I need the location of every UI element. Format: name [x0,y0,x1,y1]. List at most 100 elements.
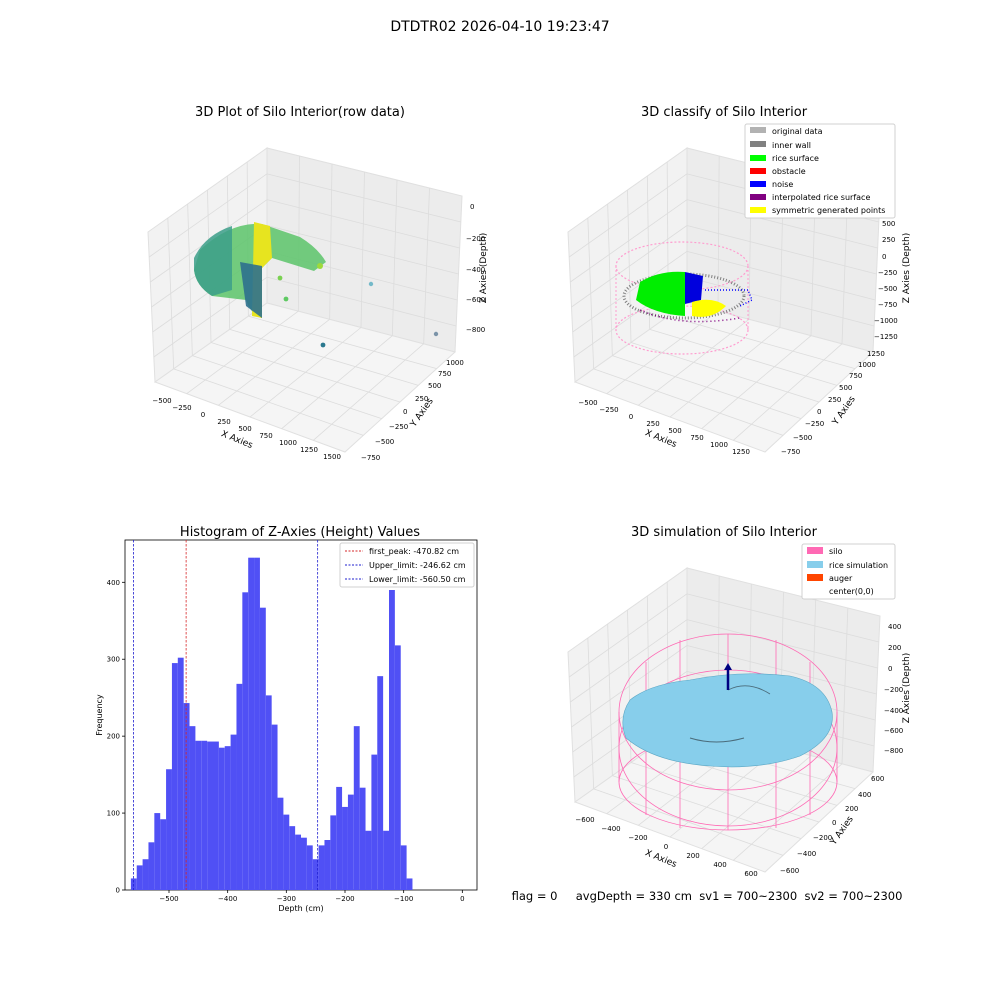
simulation3d-y-tick: −200 [813,834,832,842]
histogram-bar [254,557,260,890]
grid-line [686,276,875,327]
histogram-y-tick-label: 300 [107,656,120,664]
classify3d-z-tick: 500 [882,220,895,228]
classify3d-y-tick: −500 [793,434,812,442]
histogram-bar [160,819,167,890]
legend-swatch [750,168,766,174]
raw3d-z-tick: 0 [470,203,474,211]
classify3d-x-tick: 250 [646,420,659,428]
histogram-bar [342,806,348,890]
simulation3d-z-tick: 0 [888,665,892,673]
raw3d-x-tick: −250 [172,404,191,412]
simulation3d-x-tick: 600 [744,870,757,878]
raw3d-y-tick: −250 [389,423,408,431]
legend-swatch [750,155,766,161]
histogram-y-tick-label: 200 [107,733,120,741]
histogram-bar [248,557,255,890]
simulation3d-z-tick: 400 [888,623,901,631]
simulation3d-auger [724,663,732,690]
histogram-bar [242,592,249,890]
classify3d-y-tick: 1000 [858,361,876,369]
histogram-bar [136,865,143,890]
classify3d-x-tick: 500 [668,427,681,435]
histogram-bar [148,842,155,890]
legend-label: first_peak: -470.82 cm [369,547,459,556]
histogram-bar [383,830,389,890]
histogram-bar [201,740,208,890]
classify3d-x-tick: 1000 [710,441,728,449]
raw3d-y-tick: 250 [415,395,428,403]
classify3d-legend: original data inner wall rice surface ob… [744,123,896,219]
grid-line [266,276,457,327]
histogram-bar [371,754,378,890]
histogram-bar [236,683,243,890]
legend-label: obstacle [772,167,806,176]
histogram-bar [154,813,161,890]
histogram-x-tick-label: −200 [335,895,354,903]
legend-swatch [750,181,766,187]
histogram-bar [213,741,219,890]
histogram-bar [400,845,407,890]
histogram-bar [171,663,178,890]
histogram-bar [283,814,290,890]
simulation3d-y-tick: 200 [845,805,858,813]
histogram-bar [218,747,225,890]
histogram-bar [295,834,301,890]
classify3d-zlabel: Z Axies (Depth) [902,233,912,304]
simulation3d-z-tick: −800 [884,747,903,755]
raw3d-x-ticks: −500 −250 0 250 500 750 1000 1250 1500 [152,397,341,461]
legend-swatch [807,561,823,568]
simulation3d-x-tick: 200 [686,852,699,860]
histogram-bar [330,815,337,890]
legend-swatch [750,141,766,147]
legend-label: original data [772,127,823,136]
simulation3d-y-tick: 600 [871,775,884,783]
classify3d-x-tick: −500 [578,399,597,407]
simulation3d-title: 3D simulation of Silo Interior [631,525,818,540]
histogram-y-tick-label: 0 [116,887,120,895]
histogram-ylabel: Frequency [95,694,104,736]
histogram-bar [353,726,360,890]
classify3d-z-tick: 250 [882,236,895,244]
histogram-y-tick-label: 100 [107,810,120,818]
histogram-bar [312,859,319,890]
raw3d-y-tick: 0 [403,408,407,416]
simulation3d-y-ticks: −600 −400 −200 0 200 400 600 [780,775,884,875]
simulation3d-x-tick: 0 [664,843,668,851]
histogram-bar [336,786,343,890]
legend-swatch [750,127,766,133]
raw3d-x-tick: 750 [259,432,272,440]
figure-suptitle: DTDTR02 2026-04-10 19:23:47 [390,19,609,35]
histogram-xlabel: Depth (cm) [278,904,323,913]
histogram-bar [406,878,413,890]
histogram-y-ticks: 0 100 200 300 400 [107,579,125,895]
classify3d-z-tick: −250 [878,269,897,277]
legend-label: noise [772,180,793,189]
histogram-bar [359,787,366,890]
simulation3d-legend: silo rice simulation auger center(0,0) [801,543,896,600]
raw3d-x-tick: 1000 [279,439,297,447]
raw3d-z-tick: −800 [466,326,485,334]
histogram-bar [347,794,354,890]
raw3d-x-tick: −500 [152,397,171,405]
legend-label: Lower_limit: -560.50 cm [369,575,466,584]
legend-label: Upper_limit: -246.62 cm [369,561,466,570]
histogram-bar [230,734,237,890]
raw3d-z-tick: −400 [466,266,485,274]
panel-classify-3d: 3D classify of Silo Interior original da… [567,105,912,456]
raw3d-z-ticks: 0 −200 −400 −600 −800 [466,203,485,334]
raw3d-y-tick: 1000 [446,359,464,367]
raw3d-z-tick: −200 [466,235,485,243]
histogram-legend: first_peak: -470.82 cm Upper_limit: -246… [339,542,475,588]
histogram-x-tick-label: 0 [460,895,464,903]
classify3d-title: 3D classify of Silo Interior [641,105,808,120]
histogram-x-tick-label: −400 [218,895,237,903]
raw3d-x-tick: 1500 [323,453,341,461]
status-line: flag = 0 avgDepth = 330 cm sv1 = 700~230… [512,889,903,903]
classify3d-x-tick: 1250 [732,448,750,456]
classify3d-y-tick: −750 [781,448,800,456]
raw3d-title: 3D Plot of Silo Interior(row data) [195,105,405,120]
simulation3d-x-ticks: −600 −400 −200 0 200 400 600 [575,816,757,878]
classify3d-z-tick: 0 [882,253,886,261]
